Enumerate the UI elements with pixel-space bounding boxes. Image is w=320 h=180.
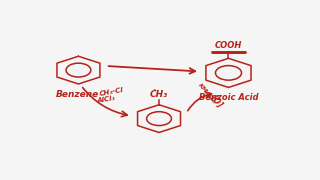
Text: COOH: COOH (215, 41, 242, 50)
Text: Benzene: Benzene (56, 89, 99, 98)
Text: AlCl₃: AlCl₃ (97, 95, 116, 104)
Text: Benzoic Acid: Benzoic Acid (199, 93, 258, 102)
Text: CH₃-Cl: CH₃-Cl (99, 87, 124, 97)
Text: [O]: [O] (208, 93, 224, 109)
Text: KMnO₄/: KMnO₄/ (197, 82, 218, 106)
Text: ĊH₃: ĊH₃ (150, 91, 168, 100)
